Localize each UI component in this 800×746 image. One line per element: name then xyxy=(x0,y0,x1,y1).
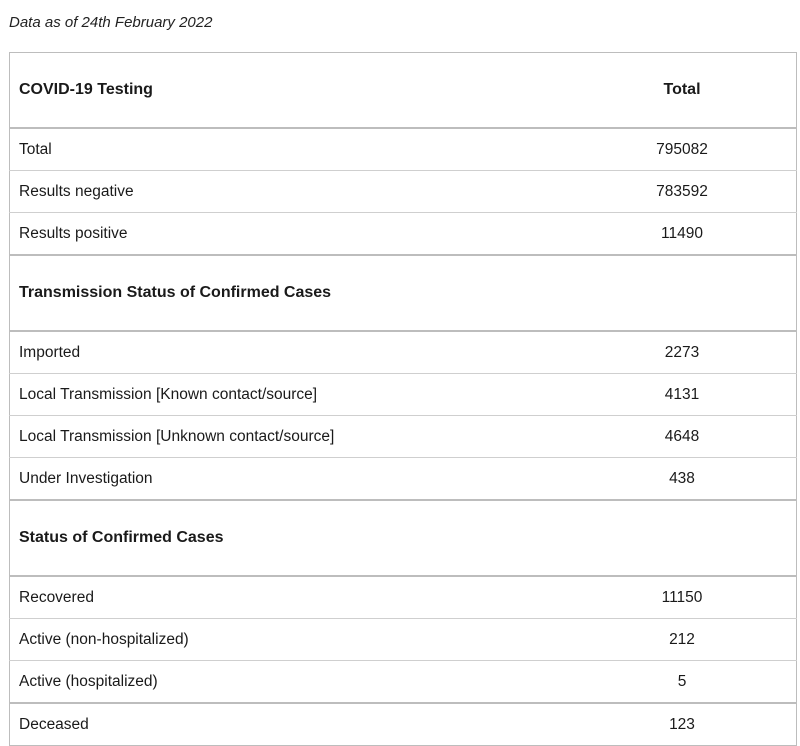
table-row: Under Investigation 438 xyxy=(9,457,797,500)
section-title: Status of Confirmed Cases xyxy=(9,499,582,577)
row-value: 123 xyxy=(582,702,797,746)
data-as-of-note: Data as of 24th February 2022 xyxy=(9,14,213,31)
section-heading-row: Status of Confirmed Cases xyxy=(9,499,797,577)
table-row: Results negative 783592 xyxy=(9,170,797,213)
table-row: Recovered 11150 xyxy=(9,575,797,619)
table-row: Local Transmission [Known contact/source… xyxy=(9,373,797,416)
row-label: Under Investigation xyxy=(9,457,582,500)
header-label: COVID-19 Testing xyxy=(9,52,582,129)
row-label: Imported xyxy=(9,330,582,374)
row-value: 438 xyxy=(582,457,797,500)
row-label: Local Transmission [Unknown contact/sour… xyxy=(9,415,582,458)
row-label: Active (hospitalized) xyxy=(9,660,582,703)
table-row: Active (non-hospitalized) 212 xyxy=(9,618,797,661)
table-header-row: COVID-19 Testing Total xyxy=(9,52,797,129)
section-empty-cell xyxy=(582,499,797,577)
row-label: Results positive xyxy=(9,212,582,255)
row-value: 795082 xyxy=(582,127,797,171)
section-empty-cell xyxy=(582,254,797,332)
row-value: 5 xyxy=(582,660,797,703)
row-value: 212 xyxy=(582,618,797,661)
row-label: Recovered xyxy=(9,575,582,619)
section-heading-row: Transmission Status of Confirmed Cases xyxy=(9,254,797,332)
row-label: Deceased xyxy=(9,702,582,746)
row-value: 2273 xyxy=(582,330,797,374)
row-label: Active (non-hospitalized) xyxy=(9,618,582,661)
header-value: Total xyxy=(582,52,797,129)
row-value: 4131 xyxy=(582,373,797,416)
table-row: Results positive 11490 xyxy=(9,212,797,255)
section-title: Transmission Status of Confirmed Cases xyxy=(9,254,582,332)
row-value: 11490 xyxy=(582,212,797,255)
table-row: Deceased 123 xyxy=(9,702,797,746)
row-value: 4648 xyxy=(582,415,797,458)
table-row: Imported 2273 xyxy=(9,330,797,374)
row-value: 783592 xyxy=(582,170,797,213)
covid-stats-table: COVID-19 Testing Total Total 795082 Resu… xyxy=(9,52,797,746)
table-row: Total 795082 xyxy=(9,127,797,171)
table-row: Local Transmission [Unknown contact/sour… xyxy=(9,415,797,458)
row-label: Local Transmission [Known contact/source… xyxy=(9,373,582,416)
row-value: 11150 xyxy=(582,575,797,619)
row-label: Results negative xyxy=(9,170,582,213)
table-row: Active (hospitalized) 5 xyxy=(9,660,797,703)
row-label: Total xyxy=(9,127,582,171)
